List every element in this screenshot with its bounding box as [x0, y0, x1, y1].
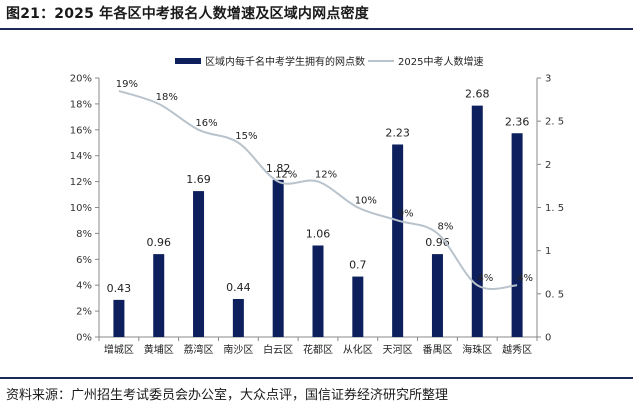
- left-axis-tick-label: 4%: [76, 281, 92, 292]
- bar-data-label: 2.36: [505, 115, 530, 128]
- bar-data-label: 2.23: [385, 126, 410, 139]
- bar: [232, 299, 244, 337]
- line-data-label: 12%: [315, 170, 337, 181]
- x-axis-tick-label: 番禺区: [422, 344, 452, 356]
- right-axis-tick-label: 1. 5: [545, 203, 564, 214]
- right-axis-tick-label: 1: [545, 246, 551, 257]
- legend-label-bar: 区域内每千名中考学生拥有的网点数: [205, 55, 365, 68]
- bar: [113, 299, 125, 337]
- bar-data-label: 0.43: [107, 282, 132, 295]
- bar: [312, 245, 324, 337]
- bar: [193, 191, 205, 337]
- x-axis-tick-label: 越秀区: [502, 343, 532, 356]
- combo-chart: 区域内每千名中考学生拥有的网点数 2025中考人数增速 0% 2% 4% 6% 8% 10% 1…: [70, 55, 564, 356]
- bar-data-label: 1.82: [266, 162, 291, 175]
- left-axis-tick-label: 2%: [76, 307, 92, 318]
- legend-label-line: 2025中考人数增速: [398, 55, 483, 68]
- line-data-label: 10%: [355, 196, 377, 207]
- bar: [471, 105, 483, 337]
- line-data-label: 16%: [195, 118, 217, 129]
- bar: [431, 254, 443, 337]
- left-axis-tick-label: 14%: [70, 151, 92, 162]
- bar: [392, 144, 404, 337]
- legend-swatch-bar: [175, 58, 201, 64]
- line-data-label: 19%: [116, 79, 138, 90]
- line-data-label: 4%: [477, 273, 493, 284]
- x-axis-tick-label: 天河区: [383, 344, 413, 356]
- x-axis-tick-label: 黄埔区: [144, 343, 174, 356]
- x-axis-tick-label: 花都区: [303, 343, 333, 356]
- line-data-label: 4%: [517, 273, 533, 284]
- left-axis-tick-label: 6%: [76, 255, 92, 266]
- line-data-label: 18%: [156, 92, 178, 103]
- figure-title: 图21：2025 年各区中考报名人数增速及区域内网点密度: [6, 6, 369, 22]
- bar-data-label: 0.44: [226, 281, 251, 294]
- x-axis-tick-label: 从化区: [343, 343, 373, 356]
- bar-data-label: 0.7: [349, 259, 367, 272]
- bar-data-label: 0.96: [146, 236, 171, 249]
- left-axis-tick-label: 20%: [70, 74, 92, 85]
- left-axis-tick-label: 12%: [70, 177, 92, 188]
- right-axis-tick-label: 2: [545, 160, 551, 171]
- x-axis-tick-label: 增城区: [104, 343, 134, 356]
- x-axis-tick-label: 荔湾区: [184, 343, 214, 356]
- bar-data-label: 2.68: [465, 88, 490, 101]
- x-axis-tick-label: 南沙区: [223, 343, 253, 356]
- left-axis-tick-label: 18%: [70, 99, 92, 110]
- left-axis-tick-label: 16%: [70, 125, 92, 136]
- left-axis-tick-label: 8%: [76, 229, 92, 240]
- left-axis-tick-label: 0%: [76, 333, 92, 344]
- left-axis-tick-label: 10%: [70, 203, 92, 214]
- line-data-label: 8%: [438, 221, 454, 232]
- bar: [272, 179, 284, 337]
- x-axis-tick-label: 海珠区: [462, 343, 492, 356]
- bar-data-label: 1.69: [186, 173, 211, 186]
- x-axis-tick-label: 白云区: [263, 343, 293, 356]
- line-data-label: 12%: [275, 170, 297, 181]
- right-axis-tick-label: 0: [545, 333, 551, 344]
- line-data-label: 15%: [235, 131, 257, 142]
- source-note: 资料来源：广州招生考试委员会办公室，大众点评，国信证券经济研究所整理: [6, 388, 449, 403]
- title-rule: [0, 28, 633, 30]
- growth-line: [118, 89, 518, 290]
- right-axis-tick-label: 3: [545, 74, 551, 85]
- source-rule: [0, 377, 633, 379]
- bar: [352, 276, 364, 337]
- right-axis-tick-label: 0. 5: [545, 289, 564, 300]
- bar-data-label: 1.06: [306, 227, 331, 240]
- bar: [511, 133, 523, 337]
- bar: [153, 254, 165, 337]
- line-data-label: 9%: [398, 208, 414, 219]
- right-axis-tick-label: 2. 5: [545, 117, 564, 128]
